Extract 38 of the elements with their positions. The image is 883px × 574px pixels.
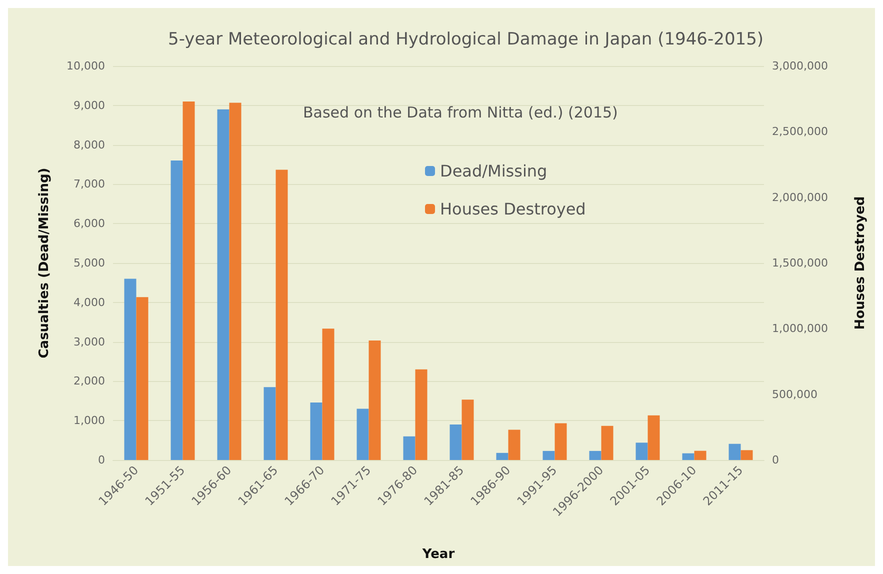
bar (601, 426, 614, 460)
y-tick-label: 0 (98, 454, 105, 466)
bar (368, 340, 381, 460)
y2-tick-label: 3,000,000 (772, 60, 828, 72)
bar (496, 452, 508, 460)
y2-tick-label: 2,500,000 (772, 125, 828, 138)
y2-axis-title: Houses Destroyed (853, 196, 868, 330)
y-tick-label: 10,000 (66, 60, 105, 72)
bar (403, 436, 416, 460)
y2-tick-label: 1,000,000 (772, 322, 828, 336)
y-tick-label: 2,000 (74, 374, 105, 388)
y-tick-label: 6,000 (74, 217, 105, 230)
bar (322, 328, 334, 460)
bar (589, 450, 602, 460)
bar (554, 423, 567, 460)
y2-tick-label: 0 (772, 454, 779, 466)
y-tick-label: 5,000 (74, 256, 105, 270)
bar (508, 430, 520, 460)
bar (542, 450, 555, 460)
legend-label: Dead/Missing (440, 162, 548, 180)
bar (264, 387, 276, 460)
y-axis-title: Casualties (Dead/Missing) (37, 168, 52, 358)
text: Based on the Data from Nitta (ed.) (2015) (303, 104, 618, 122)
y2-tick-label: 2,000,000 (772, 190, 828, 204)
y-tick-label: 8,000 (74, 138, 105, 152)
y2-tick-label: 500,000 (772, 388, 818, 401)
chart-title: 5-year Meteorological and Hydrological Damage in Japan (1946-2015) (168, 30, 764, 50)
y2-tick-label: 1,500,000 (772, 256, 828, 270)
bar (415, 369, 428, 460)
y-tick-label: 7,000 (74, 178, 105, 191)
y-tick-label: 4,000 (74, 296, 105, 309)
y-tick-label: 9,000 (74, 98, 105, 112)
bar (648, 415, 660, 460)
bar (276, 170, 288, 460)
legend-label: Houses Destroyed (440, 200, 586, 218)
x-axis-title: Year (421, 547, 456, 562)
y-tick-label: 1,000 (74, 414, 105, 428)
y-tick-label: 3,000 (74, 335, 105, 348)
